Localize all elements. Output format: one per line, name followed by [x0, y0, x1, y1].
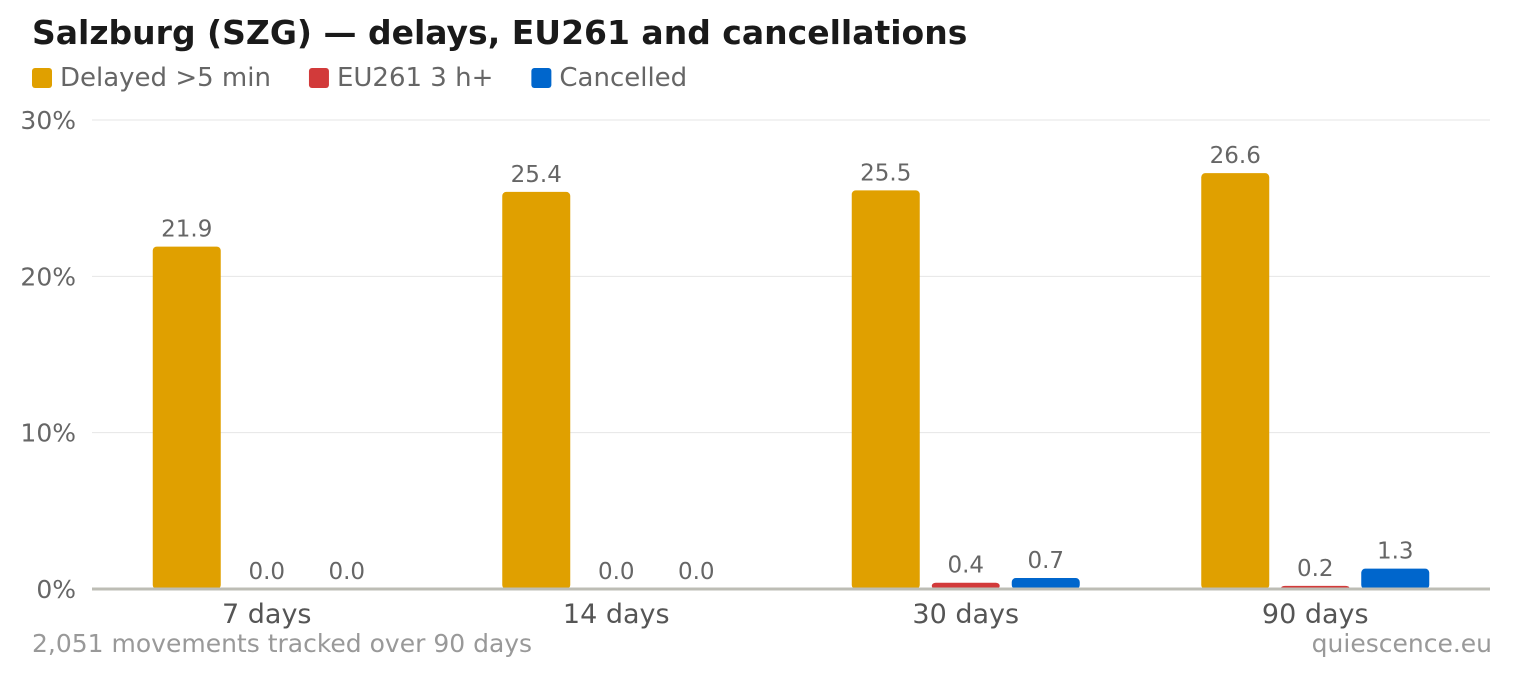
x-tick-label-2: 30 days: [912, 599, 1019, 630]
y-axis-ticks: 0% 10% 20% 30%: [20, 106, 76, 604]
bar-0-0: [152, 246, 221, 589]
legend-label-2: Cancelled: [559, 63, 687, 93]
x-axis-ticks: 7 days 14 days 30 days 90 days: [222, 599, 1369, 630]
bar-2-3: [1361, 568, 1430, 589]
x-tick-label-3: 90 days: [1262, 599, 1369, 630]
bar-2-2: [1011, 578, 1080, 589]
bar-0-2: [851, 190, 920, 589]
x-tick-label-0: 7 days: [222, 599, 312, 630]
data-label-2-3: 1.3: [1377, 539, 1414, 565]
data-label-2-1: 0.0: [678, 559, 715, 585]
y-tick-label-1: 10%: [20, 419, 76, 448]
data-label-1-3: 0.2: [1297, 556, 1334, 582]
data-label-0-0: 21.9: [161, 217, 212, 243]
data-label-1-1: 0.0: [598, 559, 635, 585]
y-tick-label-3: 30%: [20, 106, 76, 135]
data-label-0-3: 26.6: [1210, 143, 1261, 169]
data-label-2-0: 0.0: [328, 559, 365, 585]
data-label-0-2: 25.5: [860, 160, 911, 186]
legend-swatch-1: [308, 68, 329, 88]
footer-note: 2,051 movements tracked over 90 days: [32, 629, 532, 658]
x-tick-label-1: 14 days: [563, 599, 670, 630]
legend: Delayed >5 min EU261 3 h+ Cancelled: [32, 63, 687, 93]
bar-0-1: [502, 191, 571, 589]
y-tick-label-2: 20%: [20, 262, 76, 291]
legend-label-1: EU261 3 h+: [337, 63, 493, 93]
data-label-2-2: 0.7: [1027, 548, 1064, 574]
data-labels: 21.9 0.0 0.0 25.4 0.0 0.0 25.5 0.4 0.7 26.6 0.2 1.3: [161, 143, 1413, 585]
gridlines: [92, 119, 1490, 434]
legend-swatch-0: [32, 68, 52, 88]
legend-label-0: Delayed >5 min: [60, 63, 271, 93]
bars: [152, 173, 1430, 590]
bar-1-2: [931, 582, 1000, 589]
chart-title: Salzburg (SZG) — delays, EU261 and cance…: [32, 13, 967, 52]
data-label-1-2: 0.4: [947, 553, 984, 579]
footer-source: quiescence.eu: [1312, 629, 1492, 658]
y-tick-label-0: 0%: [36, 575, 76, 604]
legend-swatch-2: [531, 68, 552, 88]
data-label-0-1: 25.4: [511, 162, 562, 188]
bar-0-3: [1201, 173, 1270, 590]
data-label-1-0: 0.0: [248, 559, 285, 585]
